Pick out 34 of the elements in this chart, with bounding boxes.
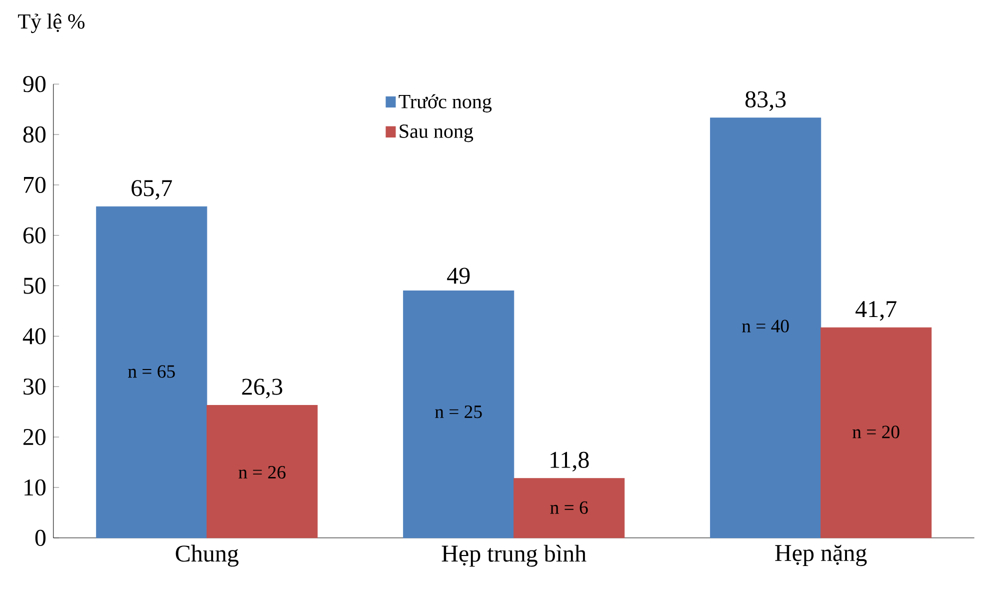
y-tick-label: 40 <box>22 328 46 344</box>
x-tick-label: Chung <box>176 544 238 567</box>
legend-label: Trước nong <box>398 94 492 112</box>
bar <box>403 290 514 538</box>
y-tick-label: 0 <box>35 530 46 546</box>
y-tick-label: 50 <box>24 278 46 294</box>
bar <box>96 206 208 538</box>
y-tick-label: 30 <box>24 378 46 395</box>
data-label: 83,3 <box>745 91 786 111</box>
y-tick-label: 10 <box>24 479 46 496</box>
annotation: n = 6 <box>550 501 588 514</box>
data-label: 11,8 <box>550 452 589 472</box>
data-label: 49 <box>447 268 470 284</box>
bar <box>514 478 625 538</box>
data-label: 65,7 <box>132 180 172 200</box>
annotation: n = 20 <box>852 426 900 438</box>
legend-label: Sau nong <box>400 124 474 142</box>
x-tick-label: Hẹp trung bình <box>442 544 586 567</box>
y-tick-label: 60 <box>23 227 46 244</box>
bar <box>710 118 822 538</box>
x-tick-label: Hẹp nặng <box>775 544 867 566</box>
annotation: n = 26 <box>238 466 286 479</box>
y-tick-label: 70 <box>24 176 46 194</box>
y-tick-label: 20 <box>23 428 46 446</box>
y-tick-label: 90 <box>23 76 46 92</box>
bar <box>206 405 318 538</box>
y-tick-label: 80 <box>23 126 46 143</box>
data-label: 26,3 <box>242 378 282 398</box>
annotation: n = 65 <box>128 365 175 378</box>
annotation: n = 40 <box>742 320 789 332</box>
annotation: n = 25 <box>435 406 482 418</box>
y-axis-title: Tỷ lệ % <box>18 14 84 34</box>
data-label: 41,7 <box>856 301 896 321</box>
bar <box>820 327 932 538</box>
